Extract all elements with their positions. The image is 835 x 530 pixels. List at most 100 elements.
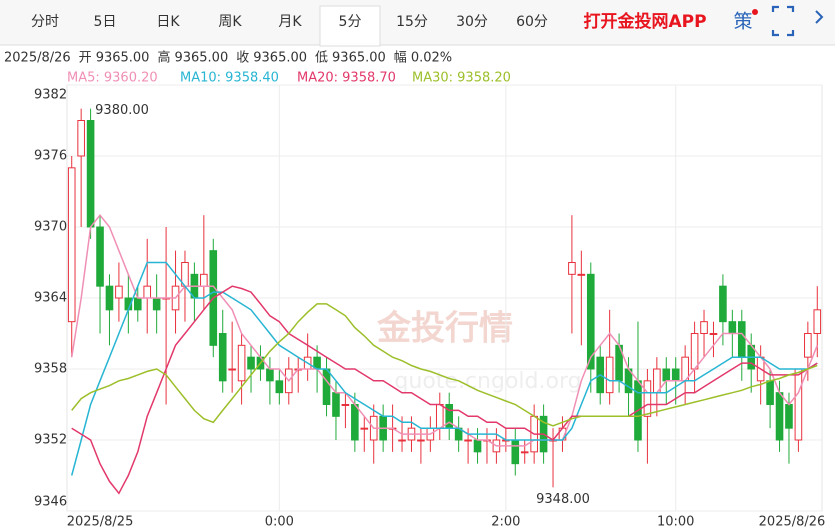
candle-body [417,439,425,442]
candle-body [785,404,793,429]
candle-body [728,321,737,334]
tab[interactable]: 60分 [516,14,548,30]
ma-line [71,285,818,495]
candle-body [511,439,520,465]
x-tick-label: 2025/8/26 [759,515,826,530]
candle-body [398,439,406,442]
candle-body [143,285,152,299]
info-label: 高 [157,50,170,66]
info-label: 收 [236,51,249,66]
candle-body [766,380,774,406]
ma-line [70,261,818,476]
ma-line [70,214,818,447]
candle-body [568,262,576,275]
candle-body [662,368,671,382]
candle-body [605,356,614,394]
tab[interactable]: 30分 [456,14,488,30]
candle-body [77,120,85,157]
candle-body [218,333,227,382]
candle-body [96,226,104,287]
tab[interactable]: 月K [278,14,302,30]
candle-body [520,451,529,454]
candle-body [709,333,718,335]
active-tab [319,5,381,47]
candle-body [586,273,595,370]
tab-bar [0,0,835,45]
x-tick-label: 2:00 [491,515,520,530]
app-link[interactable]: 打开金投网APP [583,11,706,32]
candle-body [737,321,746,358]
candle-body [322,368,331,405]
strategy-button[interactable]: 策 [733,11,752,33]
candle-body [473,439,482,453]
candle-body [643,380,652,417]
info-value: 0.02% [411,51,452,66]
candle-body [247,356,255,370]
ma-line [71,303,818,427]
legend-entry: MA30: 9358.20 [412,71,511,86]
candle-body [813,309,822,335]
candle-body [228,368,236,371]
candle-body [360,427,369,430]
candle-body [341,404,350,406]
y-tick-label: 9352 [34,433,67,448]
tab[interactable]: 5分 [339,14,362,30]
info-label: 开 [79,51,92,66]
y-tick-label: 9364 [34,291,67,306]
legend: MA5: 9360.20 MA10: 9358.40 MA20: 9358.70 MA… [67,71,511,86]
info-value: 9365.00 [174,51,228,66]
candle-body [115,285,123,299]
info-value: 9365.00 [96,51,150,66]
info-value: 9365.00 [332,51,386,66]
y-tick-label: 9376 [34,149,67,164]
info-value: 9365.00 [253,51,307,66]
candle-body [690,333,699,370]
y-tick-label: 9382 [34,88,67,103]
info-label: 低 [315,51,328,66]
candle-body [351,404,359,441]
x-tick-label: 10:00 [657,515,694,530]
tab[interactable]: 5日 [94,14,117,30]
candle-body [86,120,95,228]
watermark-site: quote.cngold.org [394,369,581,394]
candle-body [237,344,246,382]
candle-body [775,392,784,441]
candle-body [671,368,680,382]
more-icon[interactable] [815,10,824,24]
extreme-label: 9380.00 [95,103,149,118]
candle-body [133,297,142,311]
x-tick-label: 0:00 [265,515,294,530]
candle-body [67,167,76,323]
candle-body [794,368,803,441]
candle-body [435,404,444,429]
y-tick-label: 9370 [34,220,67,235]
info-label: 幅 [394,51,407,66]
candle-body [275,380,284,394]
watermark-brand: 金投行情 [376,309,513,349]
y-tick-label: 9346 [34,495,67,510]
candle-body [700,321,708,334]
tab[interactable]: 15分 [396,14,428,30]
candle-body [804,333,812,358]
candle-body [105,285,114,311]
y-tick-label: 9358 [34,362,67,377]
legend-entry: MA20: 9358.70 [297,71,396,86]
candle-body [266,368,274,382]
tab[interactable]: 周K [218,14,242,30]
candle-body [152,297,161,311]
candle-body [200,273,208,287]
candle-body [332,392,340,417]
badge-dot [752,9,758,15]
info-line: 2025/8/26 开 9365.00 高 9365.00 收 9365.00 低 9365.0… [4,50,452,66]
candle-body [464,439,472,442]
legend-entry: MA5: 9360.20 [67,71,158,86]
tab[interactable]: 分时 [31,14,59,30]
fullscreen-icon[interactable] [771,5,795,37]
candle-body [577,273,586,276]
legend-entry: MA10: 9358.40 [180,71,279,86]
tab[interactable]: 日K [156,14,180,30]
x-tick-label: 2025/8/25 [67,515,134,530]
candle-body [719,285,727,323]
extreme-label: 9348.00 [536,492,590,507]
